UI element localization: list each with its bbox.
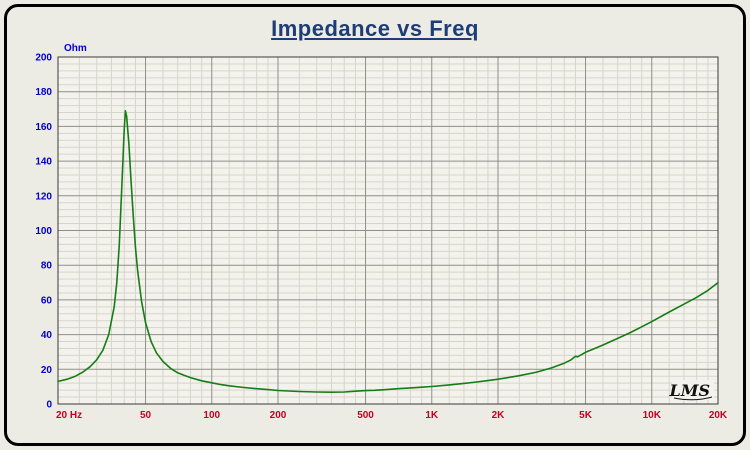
y-tick-label: 120 [35, 191, 52, 202]
y-tick-label: 0 [46, 400, 52, 411]
y-tick-label: 140 [35, 157, 52, 168]
x-tick-label: 2K [492, 410, 506, 421]
x-tick-label: 5K [579, 410, 593, 421]
x-tick-label: 1K [425, 410, 439, 421]
y-tick-label: 20 [41, 365, 53, 376]
x-tick-label: 20K [709, 410, 728, 421]
y-tick-label: 200 [35, 53, 52, 64]
y-tick-label: 40 [41, 330, 53, 341]
x-tick-label: 10K [643, 410, 662, 421]
y-axis-tick-labels: 0 20 40 60 80 100 120 140 160 180 200 [35, 53, 52, 411]
y-tick-label: 80 [41, 261, 53, 272]
y-axis-unit-label: Ohm [64, 43, 87, 54]
plot-border [57, 56, 719, 405]
y-tick-label: 180 [35, 87, 52, 98]
lms-logo-text: LMS [668, 381, 710, 400]
minor-gridlines [58, 57, 718, 404]
chart-title: Impedance vs Freq [271, 16, 479, 41]
impedance-curve [57, 110, 719, 394]
x-tick-label: 50 [140, 410, 152, 421]
x-tick-label: 500 [357, 410, 374, 421]
x-tick-label: 100 [203, 410, 220, 421]
x-tick-label: 200 [270, 410, 287, 421]
major-gridlines [58, 57, 718, 404]
x-tick-label: 20 Hz [56, 410, 82, 421]
y-tick-label: 160 [35, 122, 52, 133]
lms-logo: LMS [668, 380, 714, 401]
y-tick-label: 60 [41, 295, 53, 306]
x-axis-tick-labels: 20 Hz 50 100 200 500 1K 2K 5K 10K 20K [56, 410, 728, 421]
y-tick-label: 100 [35, 226, 52, 237]
